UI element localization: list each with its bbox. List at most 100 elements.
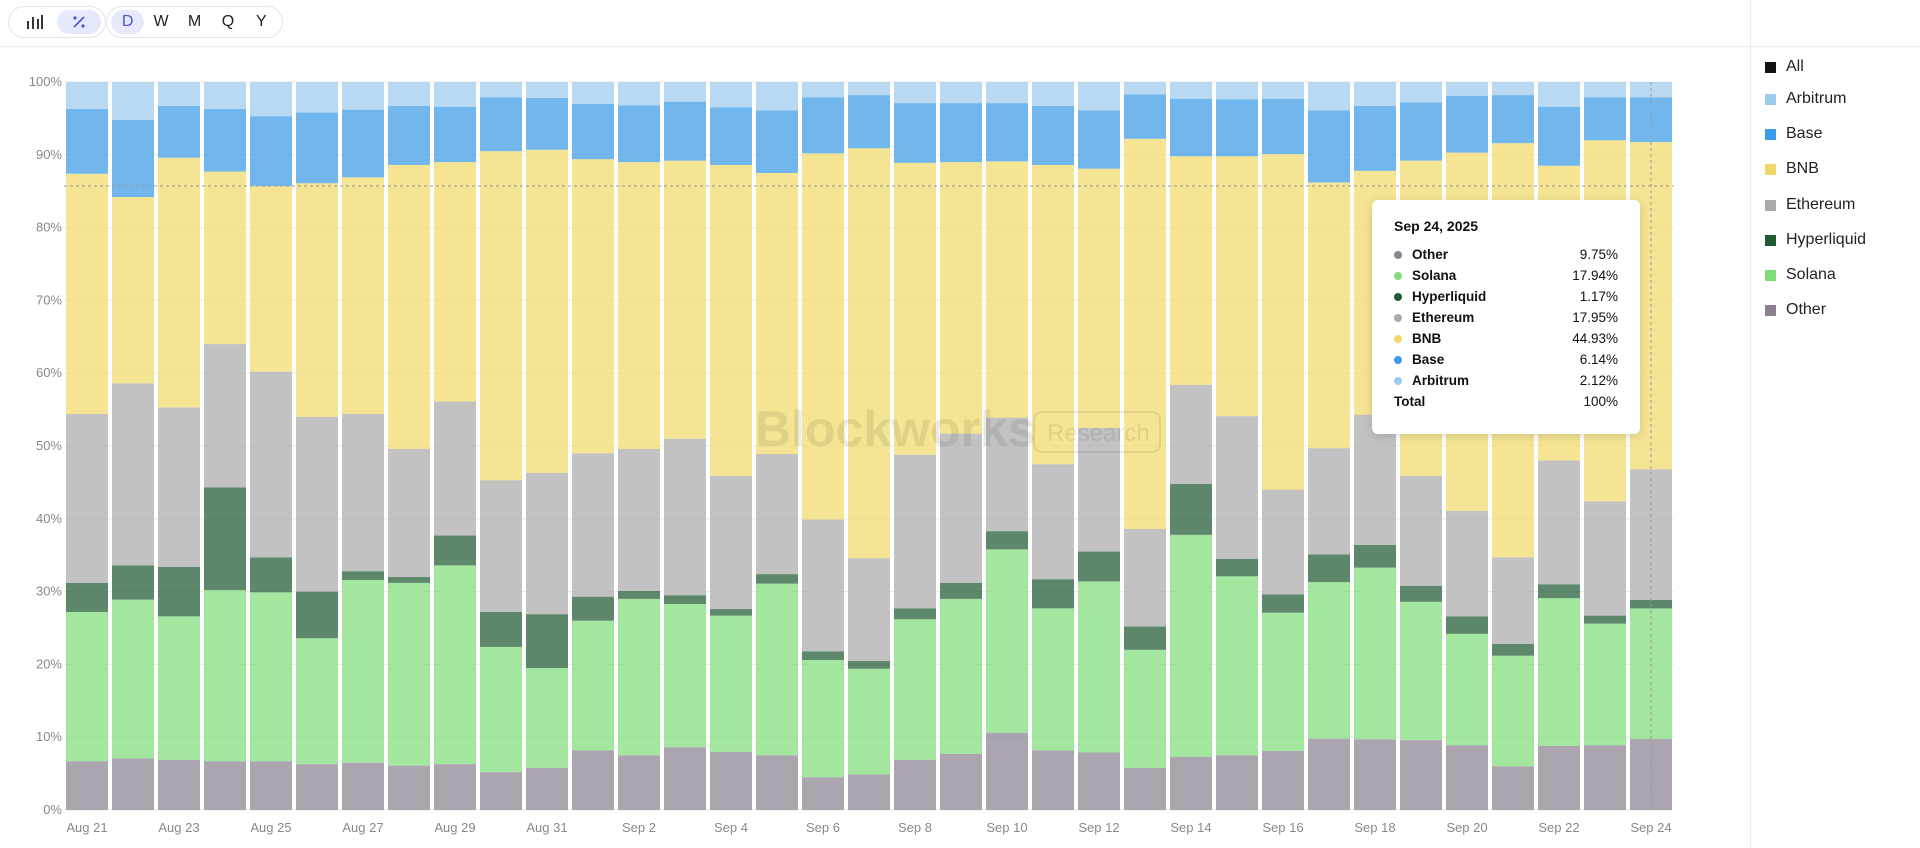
bar-segment-arbitrum[interactable] <box>1354 82 1396 107</box>
bar-segment-hyperliquid[interactable] <box>1584 615 1626 624</box>
bar-segment-base[interactable] <box>894 103 936 163</box>
bar-segment-other[interactable] <box>1032 750 1074 810</box>
bar-segment-arbitrum[interactable] <box>112 82 154 120</box>
bar-segment-hyperliquid[interactable] <box>1354 545 1396 568</box>
bar-segment-solana[interactable] <box>1308 582 1350 739</box>
bar-segment-bnb[interactable] <box>158 157 200 408</box>
bar-segment-other[interactable] <box>66 761 108 810</box>
bar-segment-arbitrum[interactable] <box>434 82 476 107</box>
bar-segment-other[interactable] <box>572 750 614 810</box>
bar-segment-bnb[interactable] <box>756 173 798 455</box>
bar-segment-solana[interactable] <box>572 620 614 751</box>
bar-segment-other[interactable] <box>434 764 476 810</box>
bar-segment-ethereum[interactable] <box>158 407 200 567</box>
bar-segment-other[interactable] <box>1078 752 1120 810</box>
bar-segment-solana[interactable] <box>526 668 568 768</box>
legend-item-arbitrum[interactable]: Arbitrum <box>1765 88 1846 110</box>
bar-segment-base[interactable] <box>848 95 890 149</box>
bar-segment-base[interactable] <box>158 106 200 158</box>
bar-segment-arbitrum[interactable] <box>66 82 108 109</box>
bar-segment-ethereum[interactable] <box>1170 384 1212 484</box>
bar-segment-bnb[interactable] <box>1216 156 1258 417</box>
bar-segment-other[interactable] <box>342 762 384 810</box>
bar-segment-other[interactable] <box>848 774 890 810</box>
bar-segment-arbitrum[interactable] <box>1216 82 1258 100</box>
bar-segment-base[interactable] <box>204 108 246 172</box>
bar-segment-solana[interactable] <box>1032 608 1074 751</box>
bar-segment-ethereum[interactable] <box>756 454 798 575</box>
bar-segment-other[interactable] <box>1124 767 1166 810</box>
bar-segment-arbitrum[interactable] <box>756 82 798 111</box>
bar-segment-base[interactable] <box>66 108 108 174</box>
bar-segment-ethereum[interactable] <box>1124 528 1166 627</box>
bar-segment-base[interactable] <box>112 119 154 198</box>
bar-segment-bnb[interactable] <box>480 151 522 481</box>
bar-segment-ethereum[interactable] <box>986 417 1028 532</box>
bar-segment-base[interactable] <box>664 101 706 161</box>
bar-segment-other[interactable] <box>1170 756 1212 810</box>
bar-segment-hyperliquid[interactable] <box>1446 616 1488 634</box>
bar-segment-bnb[interactable] <box>112 197 154 384</box>
bar-segment-base[interactable] <box>940 103 982 163</box>
bar-segment-bnb[interactable] <box>1308 182 1350 449</box>
bar-segment-hyperliquid[interactable] <box>986 531 1028 550</box>
bar-segment-hyperliquid[interactable] <box>296 591 338 639</box>
bar-segment-other[interactable] <box>1354 739 1396 810</box>
bar-segment-solana[interactable] <box>1216 576 1258 756</box>
bar-segment-ethereum[interactable] <box>572 453 614 597</box>
bar-segment-other[interactable] <box>388 765 430 810</box>
timeframe-d[interactable]: D <box>111 10 145 34</box>
bar-segment-ethereum[interactable] <box>894 454 936 609</box>
bar-segment-ethereum[interactable] <box>1584 501 1626 616</box>
bar-segment-base[interactable] <box>1354 106 1396 171</box>
bar-segment-solana[interactable] <box>1170 534 1212 757</box>
legend-item-all[interactable]: All <box>1765 56 1804 78</box>
bar-segment-ethereum[interactable] <box>1216 416 1258 559</box>
bar-segment-solana[interactable] <box>388 582 430 766</box>
bar-segment-solana[interactable] <box>802 660 844 778</box>
bar-segment-base[interactable] <box>296 112 338 184</box>
bar-segment-base[interactable] <box>1492 95 1534 144</box>
bar-segment-bnb[interactable] <box>802 153 844 520</box>
bar-segment-arbitrum[interactable] <box>618 82 660 106</box>
bar-segment-other[interactable] <box>618 755 660 810</box>
bar-segment-other[interactable] <box>1308 738 1350 810</box>
bar-segment-solana[interactable] <box>204 590 246 762</box>
bar-segment-ethereum[interactable] <box>388 448 430 578</box>
bar-segment-solana[interactable] <box>1584 623 1626 746</box>
bar-segment-arbitrum[interactable] <box>1262 82 1304 99</box>
bar-segment-other[interactable] <box>112 758 154 810</box>
bar-segment-bnb[interactable] <box>940 162 982 434</box>
bar-segment-solana[interactable] <box>1354 567 1396 740</box>
bar-segment-hyperliquid[interactable] <box>894 608 936 620</box>
bar-segment-bnb[interactable] <box>664 160 706 439</box>
bar-segment-other[interactable] <box>204 761 246 810</box>
bar-segment-bnb[interactable] <box>342 177 384 414</box>
bar-segment-ethereum[interactable] <box>480 480 522 612</box>
bar-segment-bnb[interactable] <box>848 148 890 559</box>
bar-segment-hyperliquid[interactable] <box>664 595 706 604</box>
bar-segment-other[interactable] <box>1492 766 1534 810</box>
bar-segment-bnb[interactable] <box>1078 168 1120 428</box>
bar-segment-arbitrum[interactable] <box>848 82 890 96</box>
bar-segment-arbitrum[interactable] <box>1308 82 1350 111</box>
bar-segment-ethereum[interactable] <box>434 401 476 536</box>
bar-segment-ethereum[interactable] <box>342 413 384 572</box>
bar-segment-arbitrum[interactable] <box>1124 82 1166 95</box>
bar-segment-bnb[interactable] <box>1032 164 1074 465</box>
bar-segment-arbitrum[interactable] <box>204 82 246 109</box>
bar-segment-hyperliquid[interactable] <box>1308 554 1350 583</box>
bar-segment-arbitrum[interactable] <box>1400 82 1442 103</box>
bar-segment-solana[interactable] <box>1262 612 1304 752</box>
bar-segment-solana[interactable] <box>250 592 292 762</box>
bar-segment-ethereum[interactable] <box>1492 557 1534 645</box>
bar-segment-other[interactable] <box>802 777 844 810</box>
bar-segment-hyperliquid[interactable] <box>158 566 200 617</box>
bar-segment-hyperliquid[interactable] <box>342 571 384 580</box>
bar-segment-solana[interactable] <box>848 668 890 775</box>
legend-item-hyperliquid[interactable]: Hyperliquid <box>1765 229 1866 251</box>
bar-segment-solana[interactable] <box>480 646 522 773</box>
bar-segment-solana[interactable] <box>158 616 200 760</box>
bar-segment-bnb[interactable] <box>388 164 430 449</box>
bar-segment-arbitrum[interactable] <box>342 82 384 110</box>
